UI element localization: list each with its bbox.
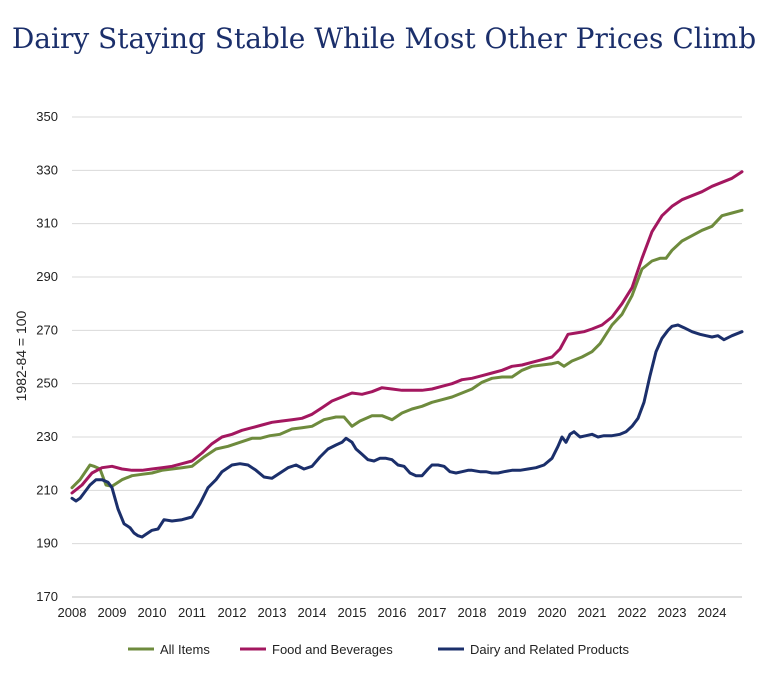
y-tick-label: 210	[36, 482, 58, 497]
series-lines	[70, 170, 744, 539]
x-tick-label: 2022	[618, 605, 647, 620]
y-tick-label: 270	[36, 322, 58, 337]
x-tick-label: 2012	[218, 605, 247, 620]
y-tick-label: 230	[36, 429, 58, 444]
series-line-1	[70, 170, 744, 495]
x-tick-label: 2015	[338, 605, 367, 620]
gridlines	[72, 116, 742, 545]
x-axis-ticks: 2008 2009 2010 2011 2012 2013 2014 2015 2016 2017…	[58, 605, 727, 620]
chart-title: Dairy Staying Stable While Most Other Pr…	[11, 22, 757, 55]
x-tick-label: 2024	[698, 605, 727, 620]
x-tick-label: 2008	[58, 605, 87, 620]
x-tick-label: 2016	[378, 605, 407, 620]
x-tick-label: 2014	[298, 605, 327, 620]
legend-label: Food and Beverages	[272, 642, 393, 657]
legend-label: All Items	[160, 642, 210, 657]
y-axis-title: 1982-84 = 100	[13, 310, 29, 401]
x-tick-label: 2013	[258, 605, 287, 620]
y-tick-label: 330	[36, 162, 58, 177]
x-tick-label: 2020	[538, 605, 567, 620]
y-tick-label: 170	[36, 589, 58, 604]
y-tick-label: 310	[36, 216, 58, 231]
series-line-2	[70, 323, 744, 539]
x-tick-label: 2018	[458, 605, 487, 620]
y-tick-label: 350	[36, 109, 58, 124]
legend: All Items Food and Beverages Dairy and Rel…	[128, 642, 629, 657]
legend-label: Dairy and Related Products	[470, 642, 629, 657]
y-tick-label: 250	[36, 376, 58, 391]
x-tick-label: 2017	[418, 605, 447, 620]
x-tick-label: 2023	[658, 605, 687, 620]
x-tick-label: 2011	[178, 605, 206, 620]
x-tick-label: 2010	[138, 605, 167, 620]
y-tick-label: 290	[36, 269, 58, 284]
y-tick-label: 190	[36, 536, 58, 551]
series-line-0	[70, 208, 744, 490]
y-axis-ticks: 170 190 210 230 250 270 290 310 330 350	[36, 109, 58, 604]
x-tick-label: 2019	[498, 605, 527, 620]
x-tick-label: 2021	[578, 605, 607, 620]
x-tick-label: 2009	[98, 605, 127, 620]
